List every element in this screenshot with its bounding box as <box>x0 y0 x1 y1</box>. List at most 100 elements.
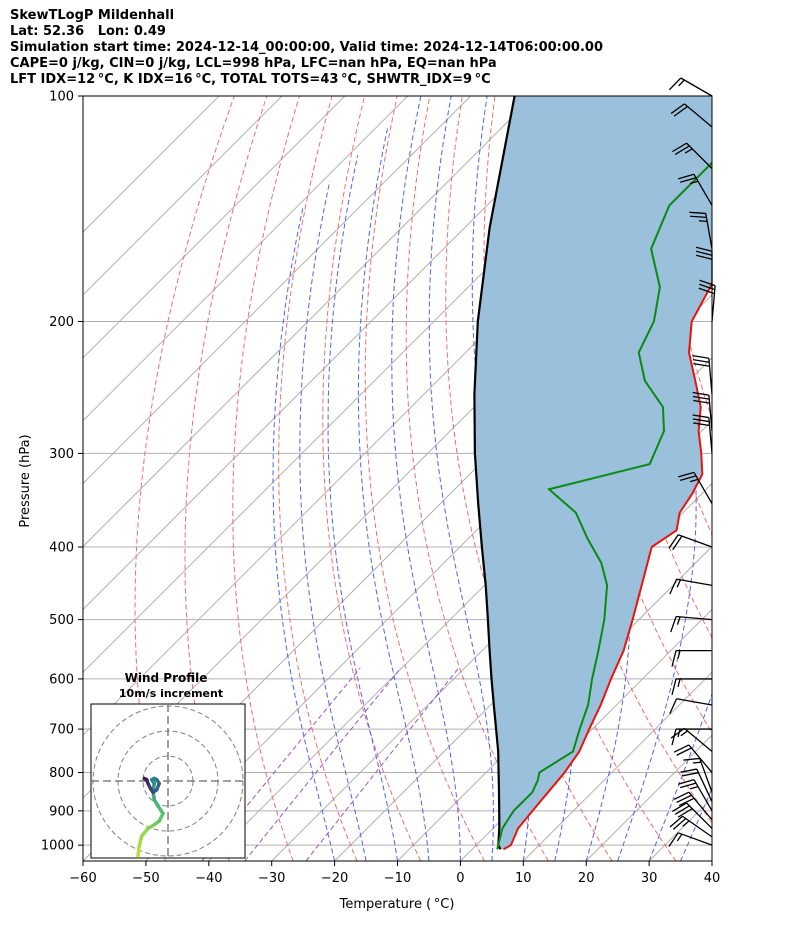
wind-barb <box>672 802 713 829</box>
wind-barb-half-flag <box>698 220 708 222</box>
wind-barb-flag <box>672 818 687 830</box>
y-tick-label: 100 <box>49 90 74 105</box>
y-tick-label: 600 <box>49 672 74 687</box>
wind-barb-half-flag <box>678 79 685 87</box>
isotherm--20 <box>334 482 712 861</box>
wind-barb <box>668 534 713 551</box>
y-tick-label: 200 <box>49 315 74 330</box>
dry-adiabat--40 <box>184 96 268 861</box>
wind-barb-flag <box>692 391 709 396</box>
wind-barb-half-flag <box>676 833 683 842</box>
wind-barb-staff <box>676 615 713 621</box>
x-tick-label: 10 <box>515 871 532 886</box>
hodograph-inset: Wind Profile 10m/s increment <box>90 671 246 859</box>
x-tick-label: 40 <box>704 871 721 886</box>
wind-barb-staff <box>684 727 713 753</box>
cin-area <box>474 96 712 850</box>
wind-barb-flag <box>673 744 690 753</box>
isotherm--130 <box>83 96 409 422</box>
sounding-profiles <box>473 96 712 851</box>
dry-adiabat-0 <box>364 96 485 861</box>
wind-barb-flag <box>692 358 710 363</box>
dry-adiabat--30 <box>232 96 300 861</box>
wind-barb-staff <box>699 758 713 793</box>
isotherm-50 <box>775 96 794 861</box>
isotherm--110 <box>83 96 534 548</box>
wind-barb-half-flag <box>684 148 693 154</box>
moist-adiabat-30 <box>648 692 712 861</box>
wind-barb-flag <box>674 805 690 815</box>
isotherm--120 <box>83 96 471 485</box>
wind-barb-staff <box>677 534 713 548</box>
isotherm--160 <box>83 96 220 233</box>
wind-barb <box>680 768 713 802</box>
wind-barb-half-flag <box>692 761 702 764</box>
wind-barb-half-flag <box>677 728 681 738</box>
wind-barb-flag <box>693 399 710 404</box>
moist-adiabat-40 <box>711 859 712 861</box>
dewpoint-profile-line <box>496 161 712 850</box>
wind-barb-flag <box>692 395 710 400</box>
wind-barb <box>671 728 712 746</box>
dry-adiabat-110 <box>756 96 794 861</box>
x-tick-label: −60 <box>69 871 96 886</box>
wind-barb-staff <box>711 285 716 322</box>
wind-barb-flag <box>679 177 697 183</box>
x-tick-label: −30 <box>258 871 285 886</box>
wind-barb <box>692 355 713 395</box>
wind-barb <box>672 142 713 170</box>
y-tick-label: 400 <box>49 541 74 556</box>
wind-barb-half-flag <box>689 785 699 790</box>
wind-barb-half-flag <box>689 180 699 185</box>
wind-barb-flag <box>674 145 690 156</box>
cape-shading <box>474 96 712 850</box>
wind-barb <box>689 211 713 250</box>
wind-barbs <box>668 77 716 847</box>
wind-barb <box>668 77 713 97</box>
temperature-profile-line <box>503 280 712 851</box>
wind-barb-staff <box>688 791 713 821</box>
y-axis-label: Pressure (hPa) <box>18 434 33 527</box>
wind-barb-flag <box>695 250 713 256</box>
wind-barb-half-flag <box>680 730 688 737</box>
wind-barb-flag <box>672 535 683 551</box>
wind-barb-flag <box>669 815 683 828</box>
wind-barb-flag <box>679 782 697 789</box>
wind-barb-staff <box>693 173 713 206</box>
wind-barb <box>673 744 713 773</box>
wind-barb <box>670 615 713 633</box>
wind-barb-flag <box>670 616 677 633</box>
wind-barb <box>677 779 713 812</box>
dry-adiabat-80 <box>657 96 712 421</box>
dry-adiabat-120 <box>788 96 794 861</box>
x-tick-label: 30 <box>641 871 658 886</box>
isotherm--100 <box>83 96 597 611</box>
wind-barb-half-flag <box>682 820 690 827</box>
wind-barb-flag <box>692 414 709 419</box>
wind-barb-staff <box>708 417 713 454</box>
moist-adiabat--10 <box>327 155 398 861</box>
x-tick-label: −10 <box>384 871 411 886</box>
hodograph-title: Wind Profile <box>125 671 208 685</box>
isotherm--140 <box>83 96 346 359</box>
wind-barb-flag <box>677 779 695 785</box>
wind-barb-staff <box>682 815 713 838</box>
wind-barb-staff <box>708 358 713 395</box>
wind-barb-flag <box>670 103 685 115</box>
wind-barb-staff <box>686 142 713 170</box>
wind-barb-staff <box>708 395 713 432</box>
wind-barb-flag <box>668 832 679 847</box>
wind-barb-flag <box>689 211 706 215</box>
moist-adiabat--20 <box>272 205 336 861</box>
wind-barb-flag <box>673 791 690 800</box>
wind-barb-half-flag <box>677 650 681 659</box>
wind-barb-flag <box>677 808 693 818</box>
x-tick-label: −50 <box>132 871 159 886</box>
wind-barb-flag <box>692 418 710 423</box>
wind-barb-flag <box>677 471 695 478</box>
wind-barb-flag <box>676 747 692 756</box>
y-tick-label: 300 <box>49 447 74 462</box>
wind-barb-flag <box>689 215 707 219</box>
stability-indices: LFT IDX=12 °C, K IDX=16 °C, TOTAL TOTS=4… <box>10 72 491 87</box>
wind-barb-flag <box>692 355 709 359</box>
